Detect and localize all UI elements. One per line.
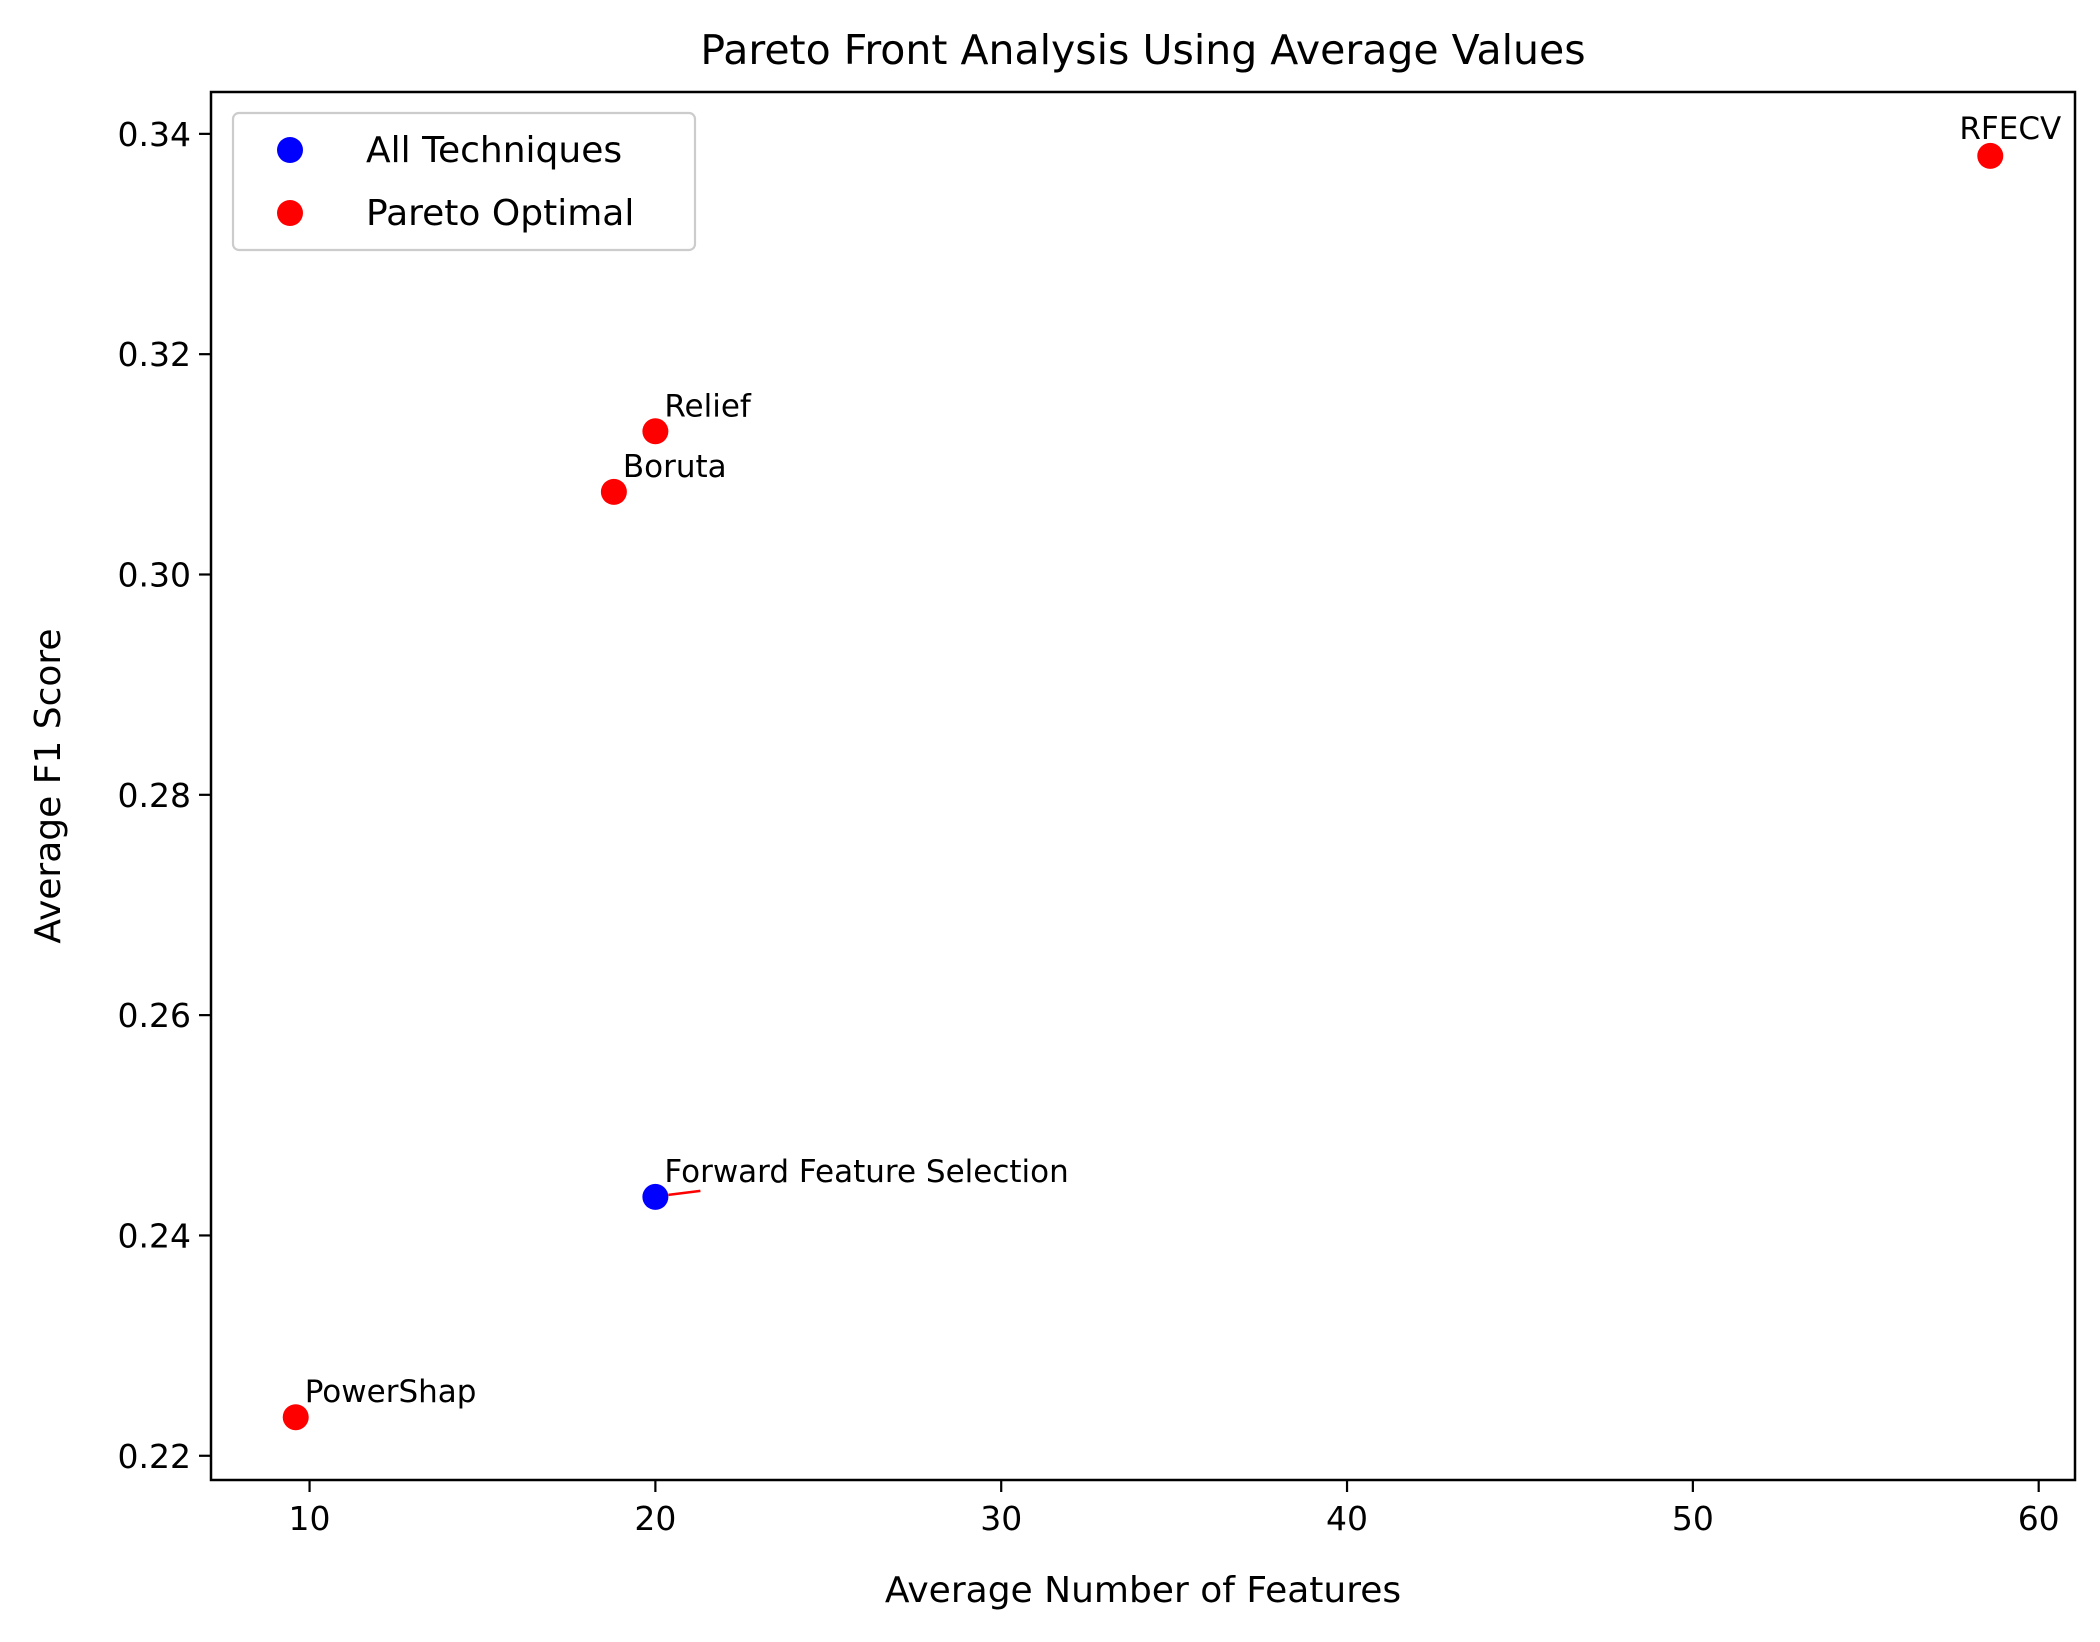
legend: All Techniques Pareto Optimal [231, 111, 697, 252]
data-point [1977, 142, 2004, 169]
y-tick-label: 0.30 [118, 555, 191, 594]
y-tick-label: 0.22 [118, 1437, 191, 1476]
y-axis-label: Average F1 Score [28, 628, 69, 943]
point-label: Boruta [623, 449, 727, 485]
plot-frame [209, 90, 2077, 1482]
data-point [282, 1404, 309, 1431]
point-labels-layer: Forward Feature Selection RFECV Relief Boru… [305, 111, 2061, 1410]
x-tick-label: 60 [2018, 1499, 2060, 1538]
legend-entry-label: All Techniques [366, 130, 622, 171]
y-tick-label: 0.34 [118, 115, 191, 154]
y-tick-label: 0.24 [118, 1216, 191, 1255]
points-layer [282, 142, 2004, 1431]
point-label: Forward Feature Selection [664, 1154, 1068, 1190]
data-point [642, 418, 669, 445]
ticks-layer: 10 20 30 40 50 60 0.22 0.24 0.26 0.28 0.30 0.32 0.34 [118, 115, 2060, 1538]
data-point [600, 478, 627, 505]
label-connector-line [668, 1189, 701, 1197]
x-tick-label: 10 [289, 1499, 331, 1538]
data-point [642, 1183, 669, 1210]
x-tick-label: 20 [634, 1499, 676, 1538]
x-tick-label: 40 [1326, 1499, 1368, 1538]
legend-box [231, 111, 697, 252]
legend-entry-label: Pareto Optimal [366, 193, 634, 234]
legend-marker [277, 137, 303, 163]
point-label: RFECV [1959, 111, 2061, 147]
point-label: Relief [664, 388, 752, 424]
point-label: PowerShap [305, 1374, 477, 1410]
y-tick-label: 0.32 [118, 335, 191, 374]
plot-area [211, 92, 2075, 1480]
x-axis-label: Average Number of Features [885, 1570, 1401, 1611]
chart-title: Pareto Front Analysis Using Average Valu… [700, 26, 1585, 74]
y-tick-label: 0.26 [118, 996, 191, 1035]
y-tick-label: 0.28 [118, 776, 191, 815]
x-tick-label: 50 [1672, 1499, 1714, 1538]
x-tick-label: 30 [980, 1499, 1022, 1538]
legend-marker [277, 200, 303, 226]
